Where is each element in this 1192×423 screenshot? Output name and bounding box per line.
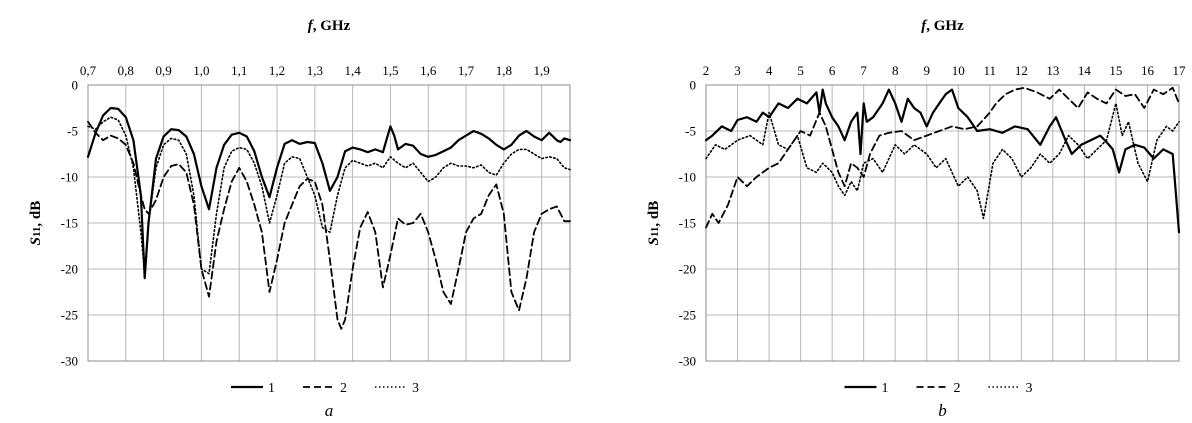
x-tick-label: 1,3 (307, 63, 323, 78)
series-2-line (87, 120, 571, 330)
panel-label: a (325, 401, 334, 420)
y-tick-label: -20 (679, 262, 696, 277)
x-tick-label: 15 (1109, 63, 1122, 78)
x-tick-label: 1,1 (231, 63, 247, 78)
chart-b-svg: 0-5-10-15-20-25-302 3 4 5 6 7 8 9 10 11 12 13 14 15 16… (646, 18, 1187, 420)
series-3-line (705, 102, 1180, 220)
x-tick-label: 5 (797, 63, 804, 78)
x-tick-label: 1,0 (193, 63, 209, 78)
chart-panel-b: 0 -5 -10 -15 -20 -25 -30 2 3 4 5 6 7 8 9 10 11 12 13 14 15 16… (596, 0, 1192, 423)
x-tick-label: 3 (734, 63, 741, 78)
x-tick-label: 1,2 (269, 63, 285, 78)
y-tick-label: -5 (685, 124, 696, 139)
y-axis-title-symbol: S (646, 237, 662, 245)
y-tick-label: 0 (690, 78, 697, 93)
y-axis-title: S11, dB (646, 201, 662, 246)
x-axis-title-symbol: f (308, 18, 315, 34)
x-tick-label: 1,8 (496, 63, 512, 78)
x-tick-label: 10 (952, 63, 965, 78)
x-axis-title: f, GHz (308, 18, 351, 34)
plot-area-frame (87, 84, 571, 362)
series-3-line (87, 116, 571, 275)
legend-label-1: 1 (882, 381, 889, 396)
x-tick-label: 16 (1141, 63, 1155, 78)
x-tick-label: 4 (766, 63, 773, 78)
y-axis-title: S11, dB (28, 201, 44, 246)
x-tick-label: 1,6 (420, 63, 437, 78)
y-tick-label: -10 (61, 170, 78, 185)
y-tick-label: -10 (679, 170, 696, 185)
y-tick-label: -15 (61, 216, 78, 231)
x-axis-title: f, GHz (921, 18, 964, 34)
chart-a-svg: 0 -5 -10 -15 -20 -25 -30 0,7 0,8 0,9 1,0 1,1 1,2 1,3 1… (28, 18, 572, 420)
legend-label-2: 2 (954, 381, 961, 396)
x-tick-label: 0,8 (118, 63, 134, 78)
x-tick-label: 1,9 (534, 63, 550, 78)
y-tick-label: -20 (61, 262, 78, 277)
series-1-line (704, 88, 1181, 234)
y-tick-label: -15 (679, 216, 696, 231)
panel-label: b (938, 401, 947, 420)
x-tick-label: 17 (1173, 63, 1187, 78)
y-tick-label: -25 (679, 308, 696, 323)
x-tick-label: 0,7 (80, 63, 97, 78)
x-tick-label: 9 (923, 63, 930, 78)
x-tick-label: 1,4 (345, 63, 362, 78)
y-axis-title-subscript: 11 (649, 227, 661, 237)
x-axis-title-unit: , GHz (926, 18, 964, 34)
y-tick-label: -30 (61, 354, 78, 369)
legend-label-2: 2 (340, 381, 347, 396)
x-tick-label: 7 (860, 63, 867, 78)
legend-label-1: 1 (268, 381, 275, 396)
y-axis-title-unit: , dB (646, 201, 662, 227)
series-2-line (705, 86, 1180, 229)
x-tick-label: 11 (984, 63, 997, 78)
x-tick-label: 1,5 (382, 63, 398, 78)
y-tick-label: -5 (67, 124, 78, 139)
x-tick-label: 1,7 (458, 63, 475, 78)
x-tick-label: 8 (892, 63, 899, 78)
x-tick-label: 14 (1078, 63, 1092, 78)
chart-panel-a: 0 -5 -10 -15 -20 -25 -30 0,7 0,8 0,9 1,0 1,1 1,2 1,3 1… (28, 18, 572, 420)
legend-label-3: 3 (1026, 381, 1033, 396)
y-axis-title-unit: , dB (28, 201, 44, 227)
legend-label-3: 3 (412, 381, 419, 396)
x-tick-label: 2 (703, 63, 710, 78)
y-axis-title-symbol: S (28, 237, 44, 245)
x-tick-label: 12 (1015, 63, 1028, 78)
x-axis-title-unit: , GHz (313, 18, 351, 34)
x-tick-label: 6 (829, 63, 836, 78)
y-tick-label: -25 (61, 308, 78, 323)
x-axis-title-symbol: f (921, 18, 928, 34)
x-tick-label: 13 (1046, 63, 1059, 78)
y-tick-label: 0 (72, 78, 79, 93)
x-tick-label: 0,9 (155, 63, 171, 78)
series-1-line (86, 106, 572, 280)
y-axis-title-subscript: 11 (31, 227, 43, 237)
y-tick-label: -30 (679, 354, 696, 369)
